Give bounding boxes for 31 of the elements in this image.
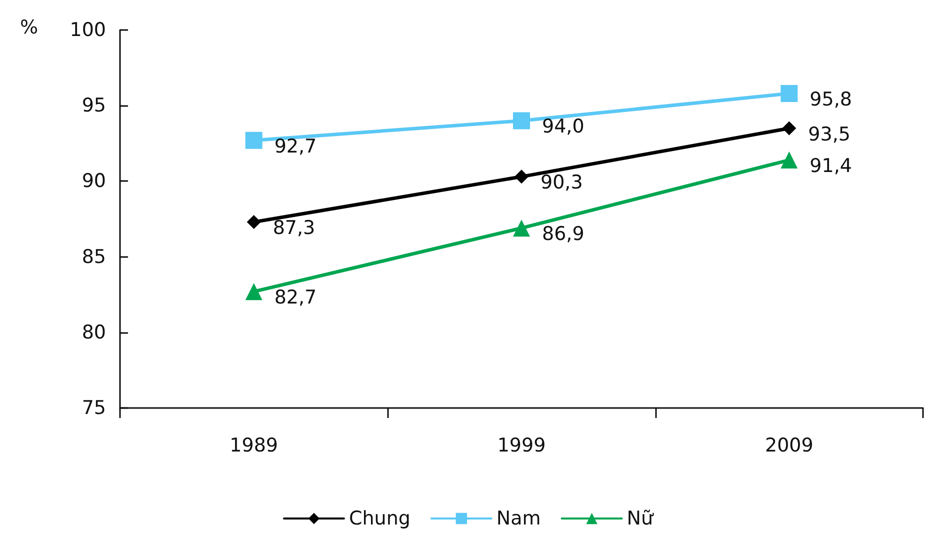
point: [513, 220, 530, 237]
data-label: 82,7: [274, 286, 317, 309]
point: [245, 283, 262, 300]
data-label: 90,3: [540, 172, 583, 194]
point: [513, 112, 530, 130]
point: [246, 215, 261, 230]
x-tick-label: 1999: [497, 434, 546, 456]
y-tick-label: 95: [82, 94, 106, 117]
point: [780, 152, 798, 169]
data-label: 87,3: [272, 217, 316, 240]
data-label: 94,0: [542, 116, 584, 138]
data-label: 93,5: [808, 123, 850, 146]
data-label: 95,8: [810, 88, 852, 111]
point: [245, 132, 262, 149]
legend-label: Chung: [348, 508, 410, 530]
data-label: 91,4: [810, 155, 852, 178]
point: [780, 85, 798, 102]
y-tick-label: 85: [82, 246, 106, 268]
data-label: 86,9: [542, 223, 584, 246]
y-tick-label: 90: [82, 170, 106, 192]
y-tick-label: 100: [70, 19, 106, 41]
y-axis-title: %: [20, 16, 38, 38]
point: [514, 170, 528, 184]
data-label: 92,7: [274, 135, 317, 158]
legend-label: Nữ: [626, 508, 654, 530]
legend-label: Nam: [496, 508, 541, 530]
x-tick-label: 2009: [764, 434, 814, 456]
point: [782, 121, 796, 136]
y-tick-label: 80: [82, 321, 106, 344]
x-tick-label: 1989: [230, 434, 278, 456]
y-tick-label: 75: [82, 397, 106, 419]
